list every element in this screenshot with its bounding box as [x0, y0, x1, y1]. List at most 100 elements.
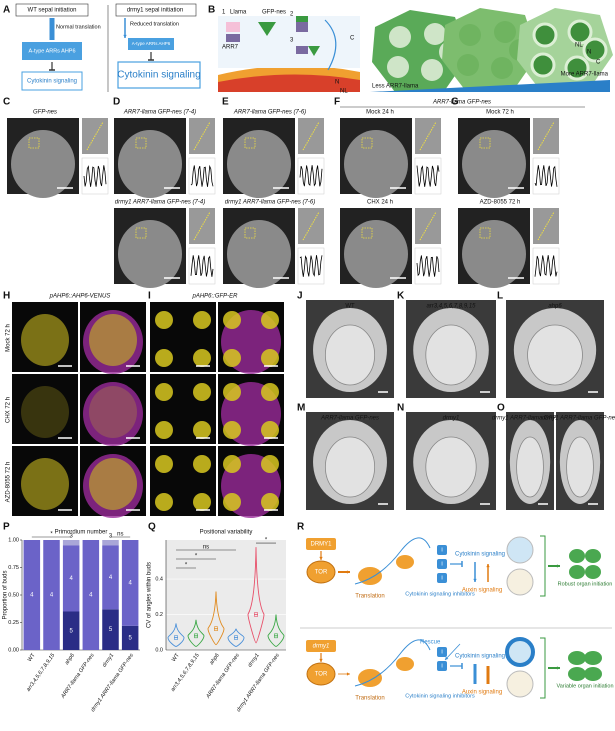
roi-line [537, 121, 555, 151]
sepal [425, 436, 477, 498]
label: ahp6 [548, 304, 562, 310]
brace [540, 637, 546, 699]
organ [585, 565, 601, 579]
nucleus [387, 56, 409, 78]
arrow-head [346, 672, 350, 676]
label: NL [340, 89, 348, 95]
panel-label: C [3, 97, 10, 108]
arrow-head [486, 564, 490, 568]
signal [223, 383, 241, 401]
label: Reduced translation [130, 21, 179, 27]
significance: * [195, 554, 198, 560]
label: Rescue [420, 640, 441, 646]
panel-label: D [113, 97, 120, 108]
signal [155, 349, 173, 367]
panel-label: K [397, 291, 405, 302]
label: i [441, 576, 442, 582]
x-tick-label: WT [27, 652, 37, 663]
signal [155, 421, 173, 439]
label: ARR7-llama GFP-nes (7-4) [123, 110, 196, 116]
label: Mock 72 h [486, 110, 514, 116]
shape [324, 19, 337, 71]
label: Cytokinin signaling [27, 79, 77, 85]
nucleus [424, 23, 446, 45]
bar-segment [62, 540, 80, 546]
label: ARR7 [222, 45, 239, 51]
label: C [350, 36, 355, 42]
arrow-head [123, 34, 127, 38]
roi-line [302, 211, 320, 241]
label: Translation [355, 696, 384, 702]
meristem [505, 637, 535, 667]
ribosome [358, 669, 382, 687]
chlorophyll [83, 382, 143, 446]
segment-label: 3 [69, 534, 73, 540]
shape [258, 22, 276, 36]
significance: ns [117, 532, 123, 538]
nucleus [491, 57, 513, 79]
panel-label: J [297, 291, 303, 302]
x-tick-label: ahp6 [64, 652, 76, 666]
label: Cytokinin signaling inhibitors [405, 693, 475, 699]
profile-box [297, 247, 325, 285]
nucleus [567, 19, 593, 45]
violin [187, 619, 205, 647]
label: Less ARR7-llama [372, 84, 419, 90]
ribosome [396, 657, 414, 671]
label: ARR7-llama GFP-nes [432, 100, 491, 106]
label: AZD-8055 72 h [480, 200, 521, 206]
bar-segment [102, 540, 119, 546]
bar-segment [62, 611, 80, 650]
label: Auxin signaling [462, 690, 502, 696]
segment-label: 4 [128, 580, 132, 586]
bar-segment [23, 540, 41, 650]
nucleus [582, 37, 608, 63]
profile [534, 255, 558, 277]
profile-box [188, 247, 216, 285]
label: 2 [290, 12, 294, 18]
bar-segment [121, 625, 139, 650]
shape [117, 61, 201, 89]
sepal [425, 324, 477, 386]
y-tick-label: 0.00 [8, 647, 19, 653]
panel-label: M [297, 403, 305, 414]
meristem [344, 220, 408, 288]
brace [540, 535, 546, 597]
panel-label: I [148, 291, 151, 302]
roi [479, 137, 491, 149]
significance: * [265, 538, 268, 544]
label: drmy1 ARR7-llama GFP-nes [492, 416, 568, 422]
signal [223, 421, 241, 439]
label: pAHP6::GFP-ER [191, 294, 238, 300]
inhibitor [437, 647, 447, 657]
shape [296, 22, 308, 32]
signal [155, 493, 173, 511]
roi [479, 227, 491, 239]
signal [155, 383, 173, 401]
signal [261, 383, 279, 401]
arrow-head [556, 666, 560, 670]
label: Cytokinin signaling [455, 654, 505, 660]
label: i [441, 562, 442, 568]
profile [299, 255, 323, 278]
significance: * [50, 532, 53, 538]
panel-label: O [497, 403, 505, 414]
label: A-type ARRs AHP6 [132, 41, 171, 46]
arrow [444, 643, 461, 661]
segment-label: 4 [109, 575, 113, 581]
shape [226, 22, 240, 32]
label: Mock 24 h [366, 110, 394, 116]
mrna [354, 537, 431, 585]
label: pAHP6::AHP6-VENUS [49, 294, 111, 300]
nucleus [494, 21, 516, 43]
meristem [11, 130, 75, 198]
ribosome [396, 555, 414, 569]
signal [89, 314, 137, 366]
meristem [506, 670, 534, 698]
bar-segment [82, 540, 100, 650]
signal [223, 311, 241, 329]
nucleus [389, 26, 411, 48]
roi [28, 137, 40, 149]
ribosome [358, 567, 382, 585]
roi-line [86, 121, 104, 151]
